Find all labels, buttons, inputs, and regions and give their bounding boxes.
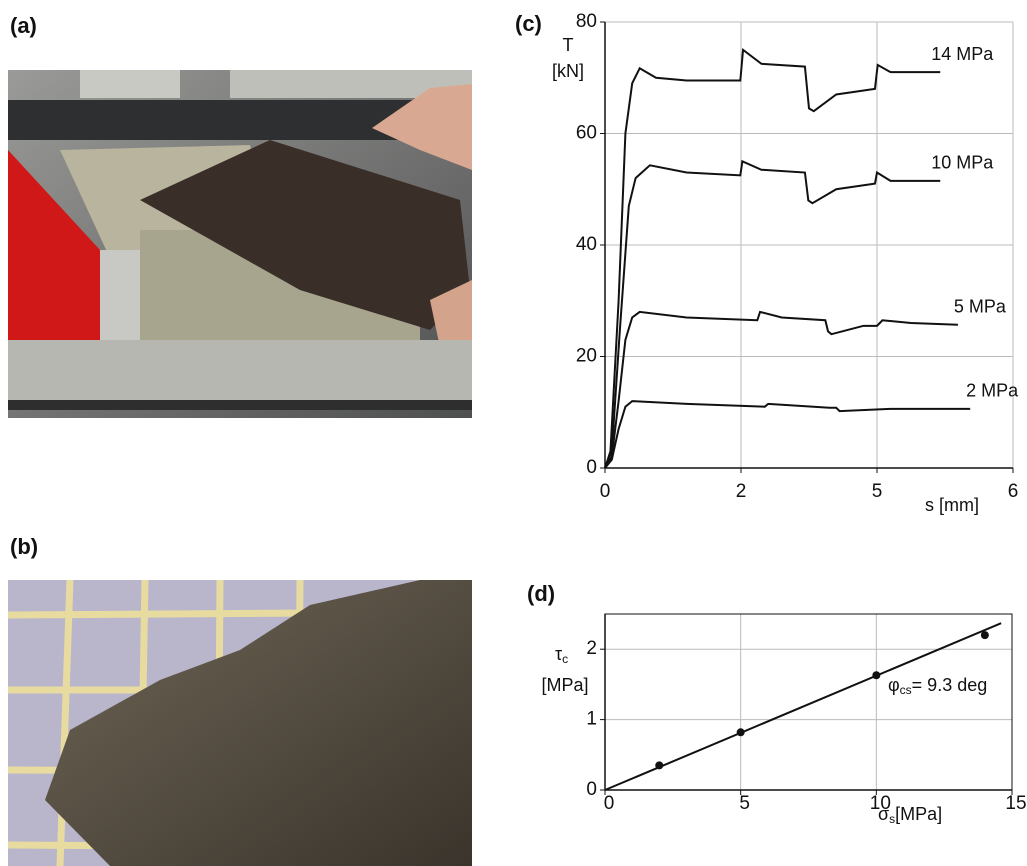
series-line [605,312,958,468]
y-tick-label: 1 [586,709,597,730]
y-axis-label-symbol: τ [555,644,562,664]
x-tick-label: 2 [736,481,747,502]
panel-label: (a) [10,13,37,38]
photo-a [8,70,472,418]
y-axis-label: T [563,35,574,55]
series-label: 14 MPa [931,44,994,64]
data-point [981,631,989,639]
y-tick-label: 2 [586,638,597,659]
x-tick-label: 5 [739,793,750,814]
x-axis-label: s [mm] [925,495,979,515]
panel-label: (c) [515,11,542,36]
annotation: φcs= 9.3 deg [888,675,987,697]
y-tick-label: 40 [576,234,597,255]
data-point [737,728,745,736]
x-axis-label: σs[MPa] [878,804,942,826]
x-tick-label: 15 [1005,793,1026,814]
x-tick-label: 0 [600,481,611,502]
rail [8,400,472,410]
x-tick-label: 6 [1008,481,1019,502]
y-tick-label: 0 [586,779,597,800]
y-tick-label: 0 [586,457,597,478]
fit-line [605,623,1001,790]
series-label: 10 MPa [931,153,994,173]
annotation-symbol: φ [888,675,900,695]
data-point [872,671,880,679]
photo-b [8,580,472,866]
y-axis-label-subscript: c [562,652,568,666]
data-point [655,761,663,769]
rail [8,340,472,410]
series-line [605,50,940,468]
x-axis-label-symbol: σ [878,804,889,824]
figure: (a) (b) (c)0204060800256T[kN]s [mm]14 MP… [0,0,1027,866]
y-tick-label: 60 [576,123,597,144]
y-axis-label: τc [555,644,568,666]
y-tick-label: 80 [576,11,597,32]
panel-label: (b) [10,534,38,559]
series-label: 5 MPa [954,296,1007,316]
panel-label: (d) [527,581,555,606]
machine-part [80,70,180,98]
x-tick-label: 5 [872,481,883,502]
x-axis-label-unit: [MPa] [895,804,942,824]
series-label: 2 MPa [966,381,1019,401]
page: {"panels": {"a": "(a)", "b": "(b)", "c":… [0,0,1027,866]
series-line [605,401,970,468]
y-tick-label: 20 [576,346,597,367]
annotation-subscript: cs [900,683,912,697]
y-axis-label: [kN] [552,61,584,81]
x-tick-label: 0 [604,793,615,814]
annotation-text: = 9.3 deg [912,675,988,695]
y-axis-label-unit: [MPa] [541,675,588,695]
